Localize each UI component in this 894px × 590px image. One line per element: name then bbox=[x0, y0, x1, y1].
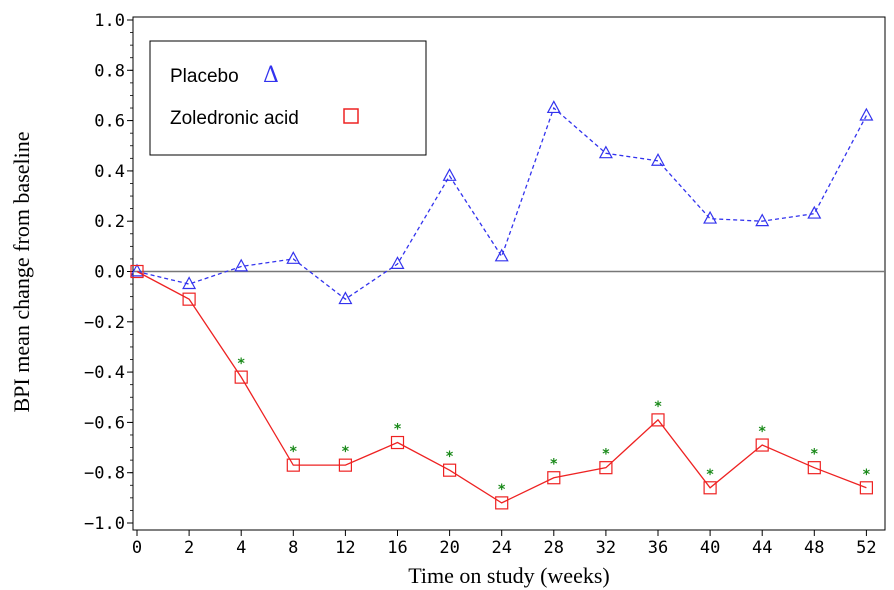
point-zoledronic-acid bbox=[130, 264, 144, 279]
point-placebo bbox=[494, 248, 509, 262]
point-placebo bbox=[338, 291, 353, 305]
significance-star: * bbox=[863, 467, 871, 483]
y-tick-label: 0.0 bbox=[94, 263, 125, 283]
x-axis-title: Time on study (weeks) bbox=[408, 563, 609, 588]
point-zoledronic-acid bbox=[703, 481, 717, 495]
point-placebo bbox=[286, 251, 301, 264]
point-placebo bbox=[703, 210, 718, 224]
point-zoledronic-acid bbox=[599, 461, 613, 475]
x-tick-label: 24 bbox=[491, 538, 511, 558]
point-zoledronic-acid bbox=[495, 496, 509, 510]
point-zoledronic-acid bbox=[547, 471, 561, 485]
point-zoledronic-acid bbox=[286, 458, 300, 472]
significance-star: * bbox=[238, 356, 246, 372]
x-tick-label: 4 bbox=[236, 538, 246, 558]
x-tick-label: 0 bbox=[132, 538, 142, 558]
x-tick-label: 28 bbox=[544, 538, 564, 558]
legend-box bbox=[149, 40, 427, 156]
point-placebo bbox=[546, 100, 561, 114]
x-tick-label: 48 bbox=[804, 538, 824, 558]
significance-star: * bbox=[811, 447, 819, 463]
x-tick-label: 44 bbox=[752, 538, 772, 558]
plot-frame bbox=[132, 16, 886, 531]
legend-symbol-placebo: Δ bbox=[263, 63, 279, 88]
x-tick-label: 52 bbox=[856, 538, 876, 558]
y-tick-label: 0.6 bbox=[94, 112, 125, 132]
y-tick-label: 0.8 bbox=[94, 61, 125, 81]
series-line-placebo bbox=[136, 106, 867, 300]
x-tick-label: 36 bbox=[648, 538, 668, 558]
significance-star: * bbox=[446, 449, 454, 465]
significance-marks-group: * * * * * * * * * * * * * bbox=[238, 356, 871, 498]
y-tick-label: 1.0 bbox=[94, 11, 125, 31]
x-tick-label: 16 bbox=[387, 538, 407, 558]
x-tick-label: 2 bbox=[184, 538, 194, 558]
x-axis: 0 2 4 8 12 16 20 24 28 32 36 40 44 48 52 bbox=[132, 530, 877, 558]
point-placebo bbox=[234, 258, 249, 272]
point-zoledronic-acid bbox=[234, 370, 248, 384]
series-line-zoledronic-acid bbox=[136, 270, 867, 504]
point-zoledronic-acid bbox=[390, 435, 405, 450]
point-zoledronic-acid bbox=[338, 458, 352, 472]
point-zoledronic-acid bbox=[807, 461, 821, 475]
significance-star: * bbox=[498, 482, 506, 498]
point-placebo bbox=[755, 213, 770, 227]
y-tick-label: −0.4 bbox=[84, 363, 125, 383]
point-placebo bbox=[442, 168, 457, 181]
significance-star: * bbox=[394, 422, 402, 438]
point-zoledronic-acid bbox=[651, 413, 665, 427]
legend-entry-placebo: Placebo bbox=[170, 66, 239, 87]
point-zoledronic-acid bbox=[443, 463, 457, 477]
x-tick-label: 12 bbox=[335, 538, 355, 558]
y-axis: 1.0 0.8 0.6 0.4 0.2 0.0 −0.2 −0.4 −0.6 −0.8 −1.0 bbox=[84, 11, 133, 534]
legend: Placebo Δ Zoledronic acid bbox=[149, 40, 427, 156]
point-placebo bbox=[390, 256, 405, 269]
significance-star: * bbox=[550, 457, 558, 473]
point-placebo bbox=[129, 263, 145, 277]
point-zoledronic-acid bbox=[859, 481, 874, 495]
y-tick-label: 0.2 bbox=[94, 212, 125, 232]
y-tick-label: −0.8 bbox=[84, 464, 125, 484]
y-tick-label: 0.4 bbox=[94, 162, 125, 182]
x-tick-label: 20 bbox=[439, 538, 459, 558]
significance-star: * bbox=[602, 447, 610, 463]
x-tick-label: 32 bbox=[596, 538, 616, 558]
series-group bbox=[129, 100, 874, 510]
x-tick-label: 8 bbox=[288, 538, 298, 558]
legend-square-icon bbox=[343, 108, 359, 124]
y-axis-title: BPI mean change from baseline bbox=[9, 131, 34, 412]
significance-star: * bbox=[342, 444, 350, 460]
x-tick-label: 40 bbox=[700, 538, 720, 558]
significance-star: * bbox=[290, 444, 298, 460]
significance-star: * bbox=[706, 467, 714, 483]
point-zoledronic-acid bbox=[755, 438, 769, 452]
point-zoledronic-acid bbox=[182, 292, 196, 306]
point-placebo bbox=[182, 276, 197, 290]
legend-entry-zoledronic-acid: Zoledronic acid bbox=[170, 108, 299, 129]
y-tick-label: −0.6 bbox=[84, 413, 125, 433]
point-placebo bbox=[650, 152, 666, 166]
significance-star: * bbox=[759, 424, 767, 440]
point-placebo bbox=[598, 145, 613, 159]
y-tick-label: −1.0 bbox=[84, 514, 125, 534]
y-tick-label: −0.2 bbox=[84, 313, 125, 333]
point-placebo bbox=[807, 205, 822, 219]
point-placebo bbox=[859, 107, 874, 121]
significance-star: * bbox=[654, 399, 662, 415]
